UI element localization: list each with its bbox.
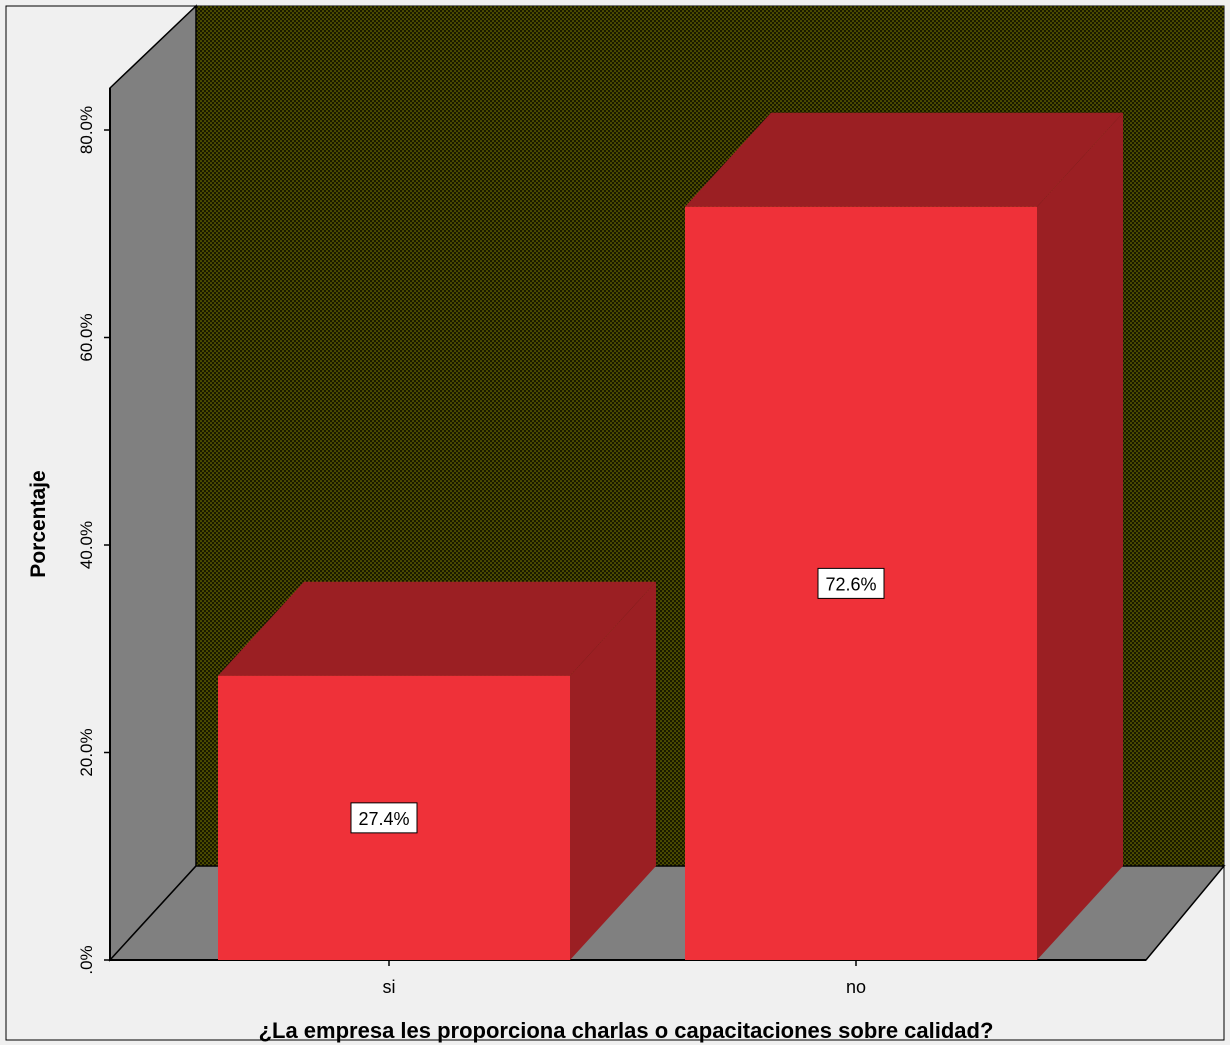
y-axis-ticks: .0% 20.0% 40.0% 60.0% 80.0% [77, 106, 110, 975]
bar-top [218, 581, 656, 676]
x-tick-label: si [383, 977, 396, 997]
bar-top [685, 112, 1123, 207]
x-axis-title: ¿La empresa les proporciona charlas o ca… [259, 1018, 994, 1043]
y-tick-label: 80.0% [77, 106, 96, 154]
y-tick-label: 60.0% [77, 313, 96, 361]
y-axis-title: Porcentaje [27, 470, 50, 577]
y-tick-label: .0% [77, 945, 96, 974]
data-label: 72.6% [817, 567, 885, 599]
x-axis-ticks: si no [383, 960, 866, 997]
y-tick-label: 20.0% [77, 728, 96, 776]
bar-side [1037, 112, 1123, 960]
svg-text:72.6%: 72.6% [825, 574, 876, 594]
y-tick-label: 40.0% [77, 521, 96, 569]
x-tick-label: no [846, 977, 866, 997]
bar-side [570, 581, 656, 960]
bars-group: 27.4% 72.6% [218, 112, 1123, 960]
data-label: 27.4% [350, 802, 418, 834]
svg-text:27.4%: 27.4% [358, 809, 409, 829]
side-wall [109, 4, 197, 962]
